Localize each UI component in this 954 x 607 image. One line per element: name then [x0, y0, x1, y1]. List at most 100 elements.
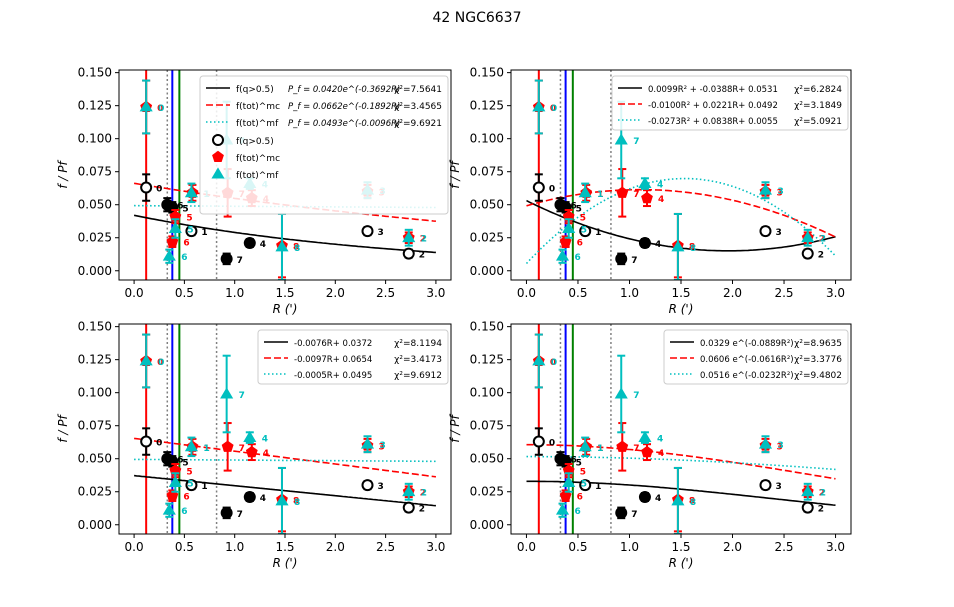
point-label: 6 [575, 507, 581, 517]
point-label: 0 [157, 104, 163, 114]
fit-line-cyan [525, 177, 837, 265]
point-label: 3 [776, 443, 782, 453]
legend-chi2: χ²=9.4802 [794, 371, 842, 381]
point-label: 7 [239, 391, 245, 401]
point-label: 0 [158, 358, 164, 368]
data-point-black [185, 225, 198, 238]
figure-title: 42 NGC6637 [433, 10, 522, 26]
x-axis-label: R (') [669, 556, 694, 570]
data-point-cyan [614, 133, 628, 145]
data-point-black [140, 435, 153, 448]
data-point-cyan [275, 240, 289, 252]
y-tick-label: 0.050 [470, 198, 504, 212]
data-point-black [243, 491, 256, 504]
point-label: 1 [597, 190, 603, 200]
point-label: 4 [263, 449, 269, 459]
fit-line-red [526, 443, 836, 480]
data-point-black [402, 247, 415, 260]
data-point-black [185, 479, 198, 492]
legend-chi2: χ²=6.2824 [794, 85, 842, 95]
point-label: 2 [420, 489, 426, 499]
x-tick-label: 3.0 [826, 540, 845, 554]
data-point-red [221, 440, 234, 452]
y-axis-label: f / Pf [56, 160, 70, 189]
legend-equation: -0.0005R+ 0.0495 [294, 371, 372, 381]
point-label: 2 [419, 251, 425, 261]
data-point-cyan [532, 354, 546, 366]
y-tick-label: 0.075 [78, 419, 112, 433]
fit-line-black [134, 474, 436, 507]
x-tick-label: 2.5 [376, 540, 395, 554]
point-label: 3 [377, 482, 383, 492]
y-tick-label: 0.100 [470, 132, 504, 146]
point-label: 6 [183, 239, 189, 249]
x-tick-label: 1.0 [620, 540, 639, 554]
data-point-cyan [168, 475, 182, 487]
data-point-red [641, 191, 653, 204]
point-label: 1 [597, 190, 603, 200]
point-label: 2 [818, 251, 824, 261]
data-point-cyan [638, 176, 652, 189]
x-tick-label: 0.0 [517, 540, 536, 554]
data-point-cyan [578, 440, 592, 452]
data-point-black [554, 198, 567, 211]
data-point-black [361, 225, 374, 238]
point-label: 1 [597, 444, 603, 454]
point-label: 3 [775, 228, 781, 238]
y-axis-label: f / Pf [56, 414, 70, 443]
y-tick-label: 0.050 [470, 452, 504, 466]
legend-chi2: χ²=7.5641 [394, 85, 442, 95]
data-point-cyan [671, 494, 685, 506]
point-label: 7 [239, 444, 245, 454]
data-point-cyan [555, 503, 570, 515]
data-point-cyan [758, 183, 773, 195]
y-tick-label: 0.050 [78, 198, 112, 212]
point-label: 5 [182, 458, 188, 468]
y-tick-label: 0.075 [78, 165, 112, 179]
point-label: 4 [260, 494, 266, 504]
legend-chi2: χ²=3.4173 [394, 355, 442, 365]
legend-label: f(tot)^mf [236, 171, 279, 181]
point-label: 8 [293, 497, 299, 507]
point-label: 6 [577, 493, 583, 503]
data-point-black [402, 501, 415, 514]
point-label: 1 [595, 482, 601, 492]
y-tick-label: 0.100 [470, 386, 504, 400]
point-label: 6 [575, 253, 581, 263]
data-point-black [361, 479, 374, 492]
point-label: 0 [549, 439, 555, 449]
y-tick-label: 0.100 [78, 132, 112, 146]
legend: 0.0099R² + -0.0388R+ 0.0531 χ²=6.2824 -0.0… [611, 75, 849, 131]
legend-equation: 0.0516 e^(-0.0232R²) [700, 371, 794, 381]
data-point-black [220, 252, 233, 265]
point-label: 4 [655, 494, 661, 504]
data-point-cyan [578, 186, 592, 198]
point-label: 7 [631, 510, 637, 520]
legend-box [663, 329, 849, 385]
x-tick-label: 1.5 [275, 286, 294, 300]
y-tick-label: 0.025 [470, 485, 504, 499]
x-tick-label: 3.0 [426, 286, 445, 300]
data-point-cyan [402, 231, 416, 243]
legend-equation: P_f = 0.0493e^(-0.0096R) [288, 119, 400, 129]
data-point-cyan [562, 475, 576, 487]
legend-equation: 0.0329 e^(-0.0889R²) [700, 339, 794, 349]
data-point-cyan [139, 354, 153, 366]
legend-equation: -0.0273R² + 0.0838R+ 0.0055 [648, 117, 778, 127]
y-tick-label: 0.000 [470, 264, 504, 278]
point-label: 3 [775, 482, 781, 492]
data-point-cyan [184, 440, 198, 452]
point-label: 1 [201, 228, 207, 238]
legend-chi2: χ²=3.1849 [794, 101, 842, 111]
y-tick-label: 0.100 [78, 386, 112, 400]
point-label: 6 [181, 253, 187, 263]
data-point-black [140, 181, 153, 194]
data-point-cyan [758, 437, 773, 449]
point-label: 2 [421, 489, 427, 499]
point-label: 5 [186, 214, 192, 224]
point-label: 3 [378, 443, 384, 453]
data-point-black [161, 198, 174, 211]
legend-equation: -0.0097R+ 0.0654 [294, 355, 372, 365]
fit-line-black [133, 214, 436, 254]
